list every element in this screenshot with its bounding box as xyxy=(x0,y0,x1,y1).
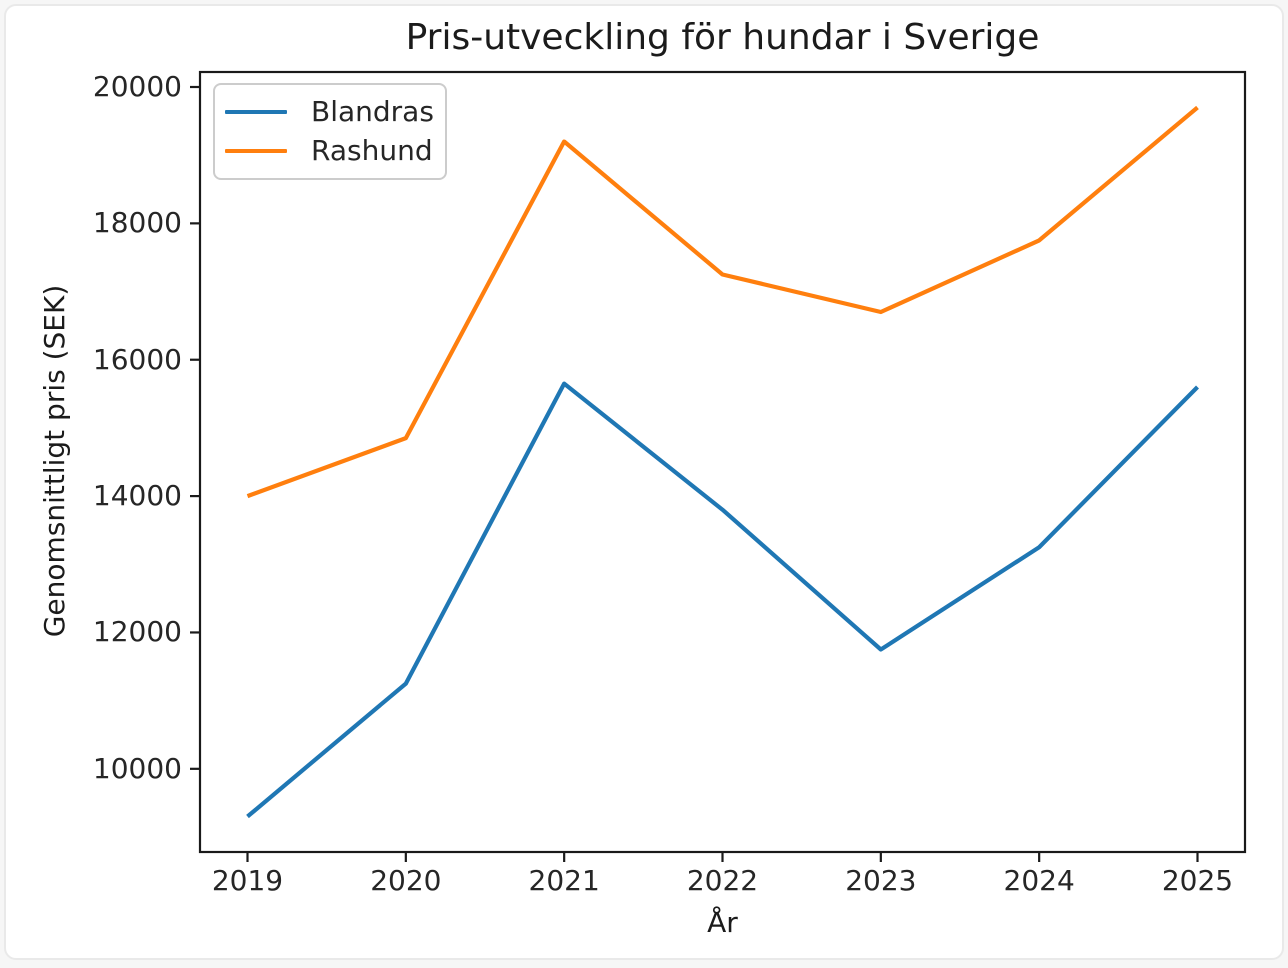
y-tick-label: 12000 xyxy=(92,615,182,649)
y-tick-label: 16000 xyxy=(92,342,182,376)
y-axis-label: Genomsnittligt pris (SEK) xyxy=(38,284,71,638)
legend-item: Rashund xyxy=(225,134,435,168)
x-tick-label: 2022 xyxy=(686,864,759,897)
y-tick-label: 10000 xyxy=(92,751,182,785)
y-tick-label: 14000 xyxy=(92,479,182,513)
y-tick-label: 20000 xyxy=(92,70,182,103)
legend-line-swatch xyxy=(225,109,287,114)
chart-title: Pris-utveckling för hundar i Sverige xyxy=(405,17,1040,58)
legend-label: Rashund xyxy=(311,134,433,168)
legend: Blandras Rashund xyxy=(213,83,447,180)
x-tick-label: 2019 xyxy=(211,864,284,897)
x-tick-label: 2023 xyxy=(845,864,917,897)
x-axis-label: År xyxy=(707,906,738,939)
x-tick-label: 2020 xyxy=(370,864,442,897)
legend-line-swatch xyxy=(225,149,287,154)
x-tick-label: 2024 xyxy=(1003,864,1075,897)
y-tick-label: 18000 xyxy=(92,206,182,240)
legend-label: Blandras xyxy=(311,94,434,128)
x-tick-label: 2021 xyxy=(528,864,600,897)
plot-border xyxy=(198,70,1247,854)
x-tick-label: 2025 xyxy=(1161,864,1234,897)
legend-item: Blandras xyxy=(225,95,435,129)
series-line-blandras xyxy=(246,381,1199,819)
series-line-rashund xyxy=(246,105,1199,499)
